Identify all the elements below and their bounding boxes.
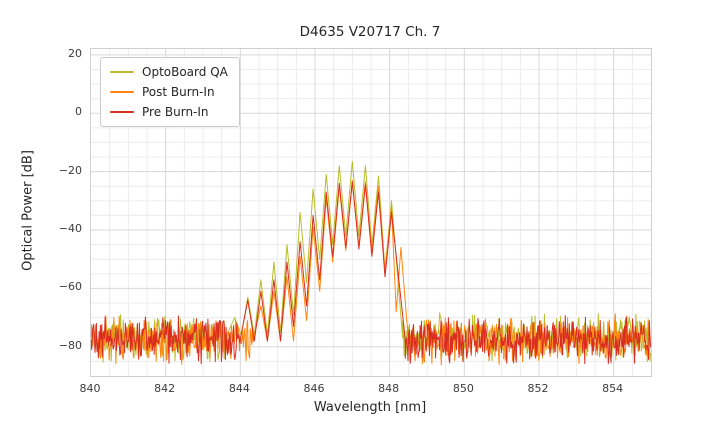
legend-label: Pre Burn-In (142, 105, 209, 119)
y-tick-label: −40 (58, 222, 82, 236)
y-tick-label: −20 (58, 163, 82, 177)
legend-item-pre-burn-in: Pre Burn-In (110, 105, 228, 119)
legend-item-post-burn-in: Post Burn-In (110, 85, 228, 99)
series-line-pre-burn-in (91, 181, 651, 365)
legend-item-optoboard-qa: OptoBoard QA (110, 65, 228, 79)
x-tick-label: 848 (378, 382, 400, 395)
y-tick-label: −60 (58, 280, 82, 294)
x-tick-label: 850 (452, 382, 474, 395)
x-tick-label: 840 (79, 382, 101, 395)
series-line-post-burn-in (91, 179, 651, 366)
legend-line-sample (110, 90, 134, 94)
x-tick-label: 854 (602, 382, 624, 395)
legend-line-sample (110, 110, 134, 114)
x-tick-label: 844 (228, 382, 250, 395)
x-tick-label: 852 (527, 382, 549, 395)
y-tick-label: 0 (75, 105, 82, 119)
chart-title: D4635 V20717 Ch. 7 (299, 24, 441, 40)
legend-label: Post Burn-In (142, 85, 215, 99)
legend-label: OptoBoard QA (142, 65, 228, 79)
x-tick-label: 842 (154, 382, 176, 395)
legend-line-sample (110, 70, 134, 74)
plot-area: OptoBoard QA Post Burn-In Pre Burn-In (90, 48, 652, 377)
y-axis-label: Optical Power [dB] (20, 150, 36, 271)
x-tick-label: 846 (303, 382, 325, 395)
x-axis-label: Wavelength [nm] (313, 400, 427, 415)
y-tick-label: −80 (58, 338, 82, 352)
y-tick-label: 20 (68, 46, 82, 60)
legend: OptoBoard QA Post Burn-In Pre Burn-In (100, 57, 240, 127)
